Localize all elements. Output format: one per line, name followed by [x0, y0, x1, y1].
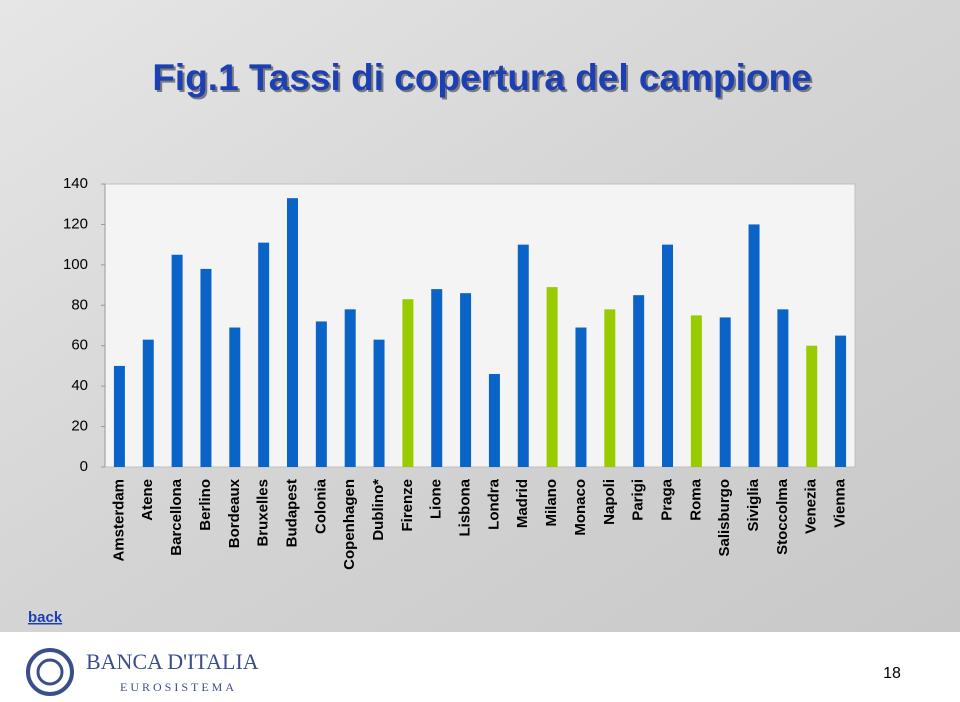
y-tick-label: 140 [63, 175, 88, 192]
bar [719, 317, 731, 467]
chart-title: Fig.1 Tassi di copertura del campione [152, 57, 811, 98]
bar [142, 339, 154, 467]
y-tick-label: 80 [71, 296, 88, 313]
bank-name: BANCA D'ITALIA [86, 649, 259, 674]
x-tick-label: Barcellona [168, 478, 185, 555]
x-tick-label: Bordeaux [226, 478, 243, 548]
bar [258, 242, 270, 467]
bar [835, 335, 847, 467]
x-tick-label: Berlino [197, 479, 214, 531]
y-tick-label: 60 [71, 337, 88, 354]
bar [690, 315, 702, 467]
x-tick-label: Siviglia [745, 478, 762, 531]
x-tick-label: Copenhagen [341, 479, 358, 570]
x-tick-label: Monaco [572, 479, 589, 536]
logo-emblem [26, 648, 74, 696]
bar [575, 327, 587, 467]
y-tick-label: 100 [63, 256, 88, 273]
x-tick-label: Bruxelles [255, 479, 272, 547]
bar [113, 365, 125, 467]
bar [344, 309, 356, 467]
x-tick-label: Roma [687, 478, 704, 520]
x-tick-label: Venezia [803, 478, 820, 534]
y-tick-label: 40 [71, 377, 88, 394]
bar [373, 339, 385, 467]
bar [402, 299, 414, 467]
bank-subtitle: EUROSISTEMA [120, 680, 237, 694]
y-tick-label: 20 [71, 418, 88, 435]
x-tick-label: Lione [428, 479, 445, 519]
bar [431, 289, 443, 467]
x-tick-label: Madrid [514, 479, 531, 528]
x-tick-label: Colonia [312, 478, 329, 534]
back-link[interactable]: back [28, 609, 63, 626]
logo-emblem-inner [36, 658, 64, 686]
y-tick-label: 0 [80, 458, 88, 475]
bar [315, 321, 327, 467]
x-tick-label: Amsterdam [110, 479, 127, 562]
bar [287, 198, 298, 467]
bar [229, 327, 241, 467]
page-number: 18 [883, 665, 901, 682]
bar [662, 244, 673, 467]
x-tick-label: Napoli [601, 479, 618, 525]
bar [748, 224, 760, 467]
x-tick-label: Vienna [832, 478, 849, 528]
x-tick-label: Budapest [283, 479, 300, 547]
bar [604, 309, 616, 467]
bar [806, 345, 818, 467]
x-tick-label: Londra [485, 478, 502, 529]
chart-title-shadow: Fig.1 Tassi di copertura del campione [154, 59, 813, 100]
bar [546, 287, 558, 467]
x-tick-label: Milano [543, 479, 560, 527]
plot-area [104, 183, 856, 468]
x-tick-label: Lisbona [457, 478, 474, 536]
logo [26, 648, 74, 696]
bar [633, 295, 645, 467]
x-tick-label: Stoccolma [774, 478, 791, 555]
x-tick-label: Atene [139, 479, 156, 521]
bar [171, 254, 183, 467]
bar [777, 309, 789, 467]
x-tick-label: Praga [658, 478, 675, 520]
footer [0, 632, 960, 702]
bar [200, 268, 212, 467]
x-tick-label: Salisburgo [716, 479, 733, 557]
x-tick-label: Dublino* [370, 479, 387, 541]
x-tick-label: Parigi [630, 479, 647, 521]
y-tick-label: 120 [63, 215, 88, 232]
bar [517, 244, 529, 467]
x-tick-label: Firenze [399, 479, 416, 532]
bar [488, 374, 500, 467]
bar [460, 293, 472, 467]
